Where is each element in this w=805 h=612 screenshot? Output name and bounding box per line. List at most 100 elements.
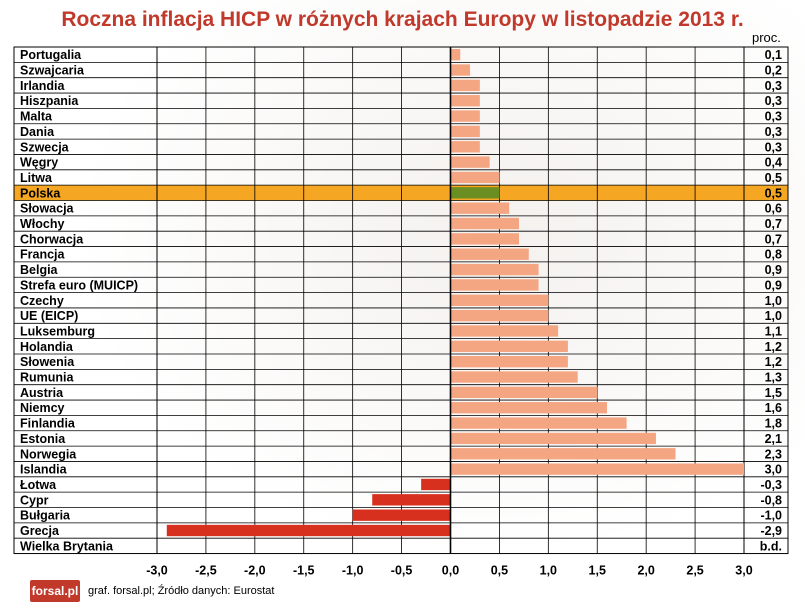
category-label: Litwa: [20, 171, 53, 185]
value-label: 0,3: [765, 140, 782, 154]
value-label: 0,5: [765, 186, 782, 200]
category-label: Portugalia: [20, 48, 82, 62]
x-tick-label: -1,0: [342, 564, 364, 578]
value-label: 2,3: [765, 447, 782, 461]
x-tick-label: 3,0: [735, 564, 752, 578]
x-tick-label: 2,5: [686, 564, 703, 578]
category-label: Malta: [20, 110, 53, 124]
bar-8: [450, 156, 490, 168]
bar-14: [450, 248, 529, 260]
value-label: 1,3: [765, 371, 782, 385]
bar-26: [450, 432, 656, 445]
bar-30: [372, 494, 451, 506]
value-label: 0,7: [765, 217, 782, 231]
value-label: 0,6: [765, 202, 782, 216]
category-label: Hiszpania: [20, 94, 79, 108]
bar-4: [450, 95, 480, 107]
category-label: Łotwa: [20, 478, 57, 492]
unit-label: proc.: [752, 30, 781, 45]
category-label: Chorwacja: [20, 232, 84, 246]
category-label: Włochy: [20, 217, 64, 231]
category-label: Polska: [20, 186, 61, 200]
x-tick-label: -0,5: [391, 564, 413, 578]
value-label: 0,9: [765, 278, 782, 292]
category-label: Rumunia: [20, 371, 75, 385]
bar-21: [450, 356, 568, 368]
bar-13: [450, 233, 519, 245]
x-tick-label: -2,5: [195, 564, 217, 578]
value-label: 3,0: [765, 463, 782, 477]
bar-27: [450, 448, 676, 460]
bar-16: [450, 279, 539, 291]
bar-3: [450, 79, 480, 92]
value-label: -1,0: [760, 509, 782, 523]
bar-2: [450, 64, 471, 76]
value-label: 1,2: [765, 355, 782, 369]
value-label: 0,8: [765, 248, 782, 262]
category-label: Czechy: [20, 294, 64, 308]
value-label: 1,5: [765, 386, 782, 400]
x-tick-label: 0,0: [442, 564, 459, 578]
bar-11: [450, 202, 510, 214]
category-label: Szwecja: [20, 140, 70, 154]
highlight-row: [14, 185, 788, 201]
value-label: -0,8: [760, 493, 782, 507]
category-label: UE (EICP): [20, 309, 78, 323]
category-label: Francja: [20, 248, 66, 262]
category-label: Wielka Brytania: [20, 539, 114, 553]
x-tick-label: -2,0: [244, 564, 266, 578]
x-tick-label: 1,0: [540, 564, 557, 578]
bar-20: [450, 340, 568, 352]
category-label: Szwajcaria: [20, 64, 85, 78]
value-label: 0,7: [765, 232, 782, 246]
bar-18: [450, 309, 549, 322]
forsal-logo: forsal.pl: [30, 580, 80, 602]
category-label: Austria: [20, 386, 64, 400]
value-label: 0,1: [765, 48, 782, 62]
value-label: 1,2: [765, 340, 782, 354]
value-label: 0,5: [765, 171, 782, 185]
x-tick-label: 1,5: [589, 564, 606, 578]
bar-5: [450, 110, 480, 122]
category-label: Bułgaria: [20, 509, 71, 523]
value-label: 0,3: [765, 94, 782, 108]
category-label: Holandia: [20, 340, 74, 354]
category-label: Węgry: [20, 156, 58, 170]
source-note: graf. forsal.pl; Źródło danych: Eurostat: [88, 585, 275, 597]
x-tick-label: 2,0: [637, 564, 654, 578]
value-label: 1,0: [765, 294, 782, 308]
value-label: 1,6: [765, 401, 782, 415]
chart-title: Roczna inflacja HICP w różnych krajach E…: [61, 8, 744, 31]
category-label: Niemcy: [20, 401, 65, 415]
category-label: Grecja: [20, 524, 60, 538]
bar-15: [450, 263, 539, 276]
value-label: -0,3: [760, 478, 782, 492]
bar-32: [166, 524, 451, 537]
value-label: 0,3: [765, 110, 782, 124]
category-label: Belgia: [20, 263, 59, 277]
table-frame: [13, 46, 789, 555]
category-label: Słowacja: [20, 202, 75, 216]
value-label: 0,2: [765, 64, 782, 78]
value-label: 2,1: [765, 432, 782, 446]
category-label: Cypr: [20, 493, 49, 507]
value-label: b.d.: [760, 539, 782, 553]
category-label: Norwegia: [20, 447, 77, 461]
bar-28: [450, 463, 744, 475]
category-label: Finlandia: [20, 417, 76, 431]
bar-7: [450, 141, 480, 153]
x-tick-label: -1,5: [293, 564, 315, 578]
bar-23: [450, 386, 598, 399]
bar-6: [450, 125, 480, 138]
bar-29: [421, 478, 451, 491]
bar-10: [450, 187, 500, 199]
category-label: Islandia: [20, 463, 68, 477]
value-label: 1,1: [765, 324, 782, 338]
category-label: Irlandia: [20, 79, 66, 93]
category-label: Strefa euro (MUICP): [20, 278, 138, 292]
bar-24: [450, 402, 608, 414]
category-label: Luksemburg: [20, 324, 95, 338]
x-tick-label: -3,0: [146, 564, 168, 578]
value-label: 0,9: [765, 263, 782, 277]
x-tick-label: 0,5: [491, 564, 508, 578]
